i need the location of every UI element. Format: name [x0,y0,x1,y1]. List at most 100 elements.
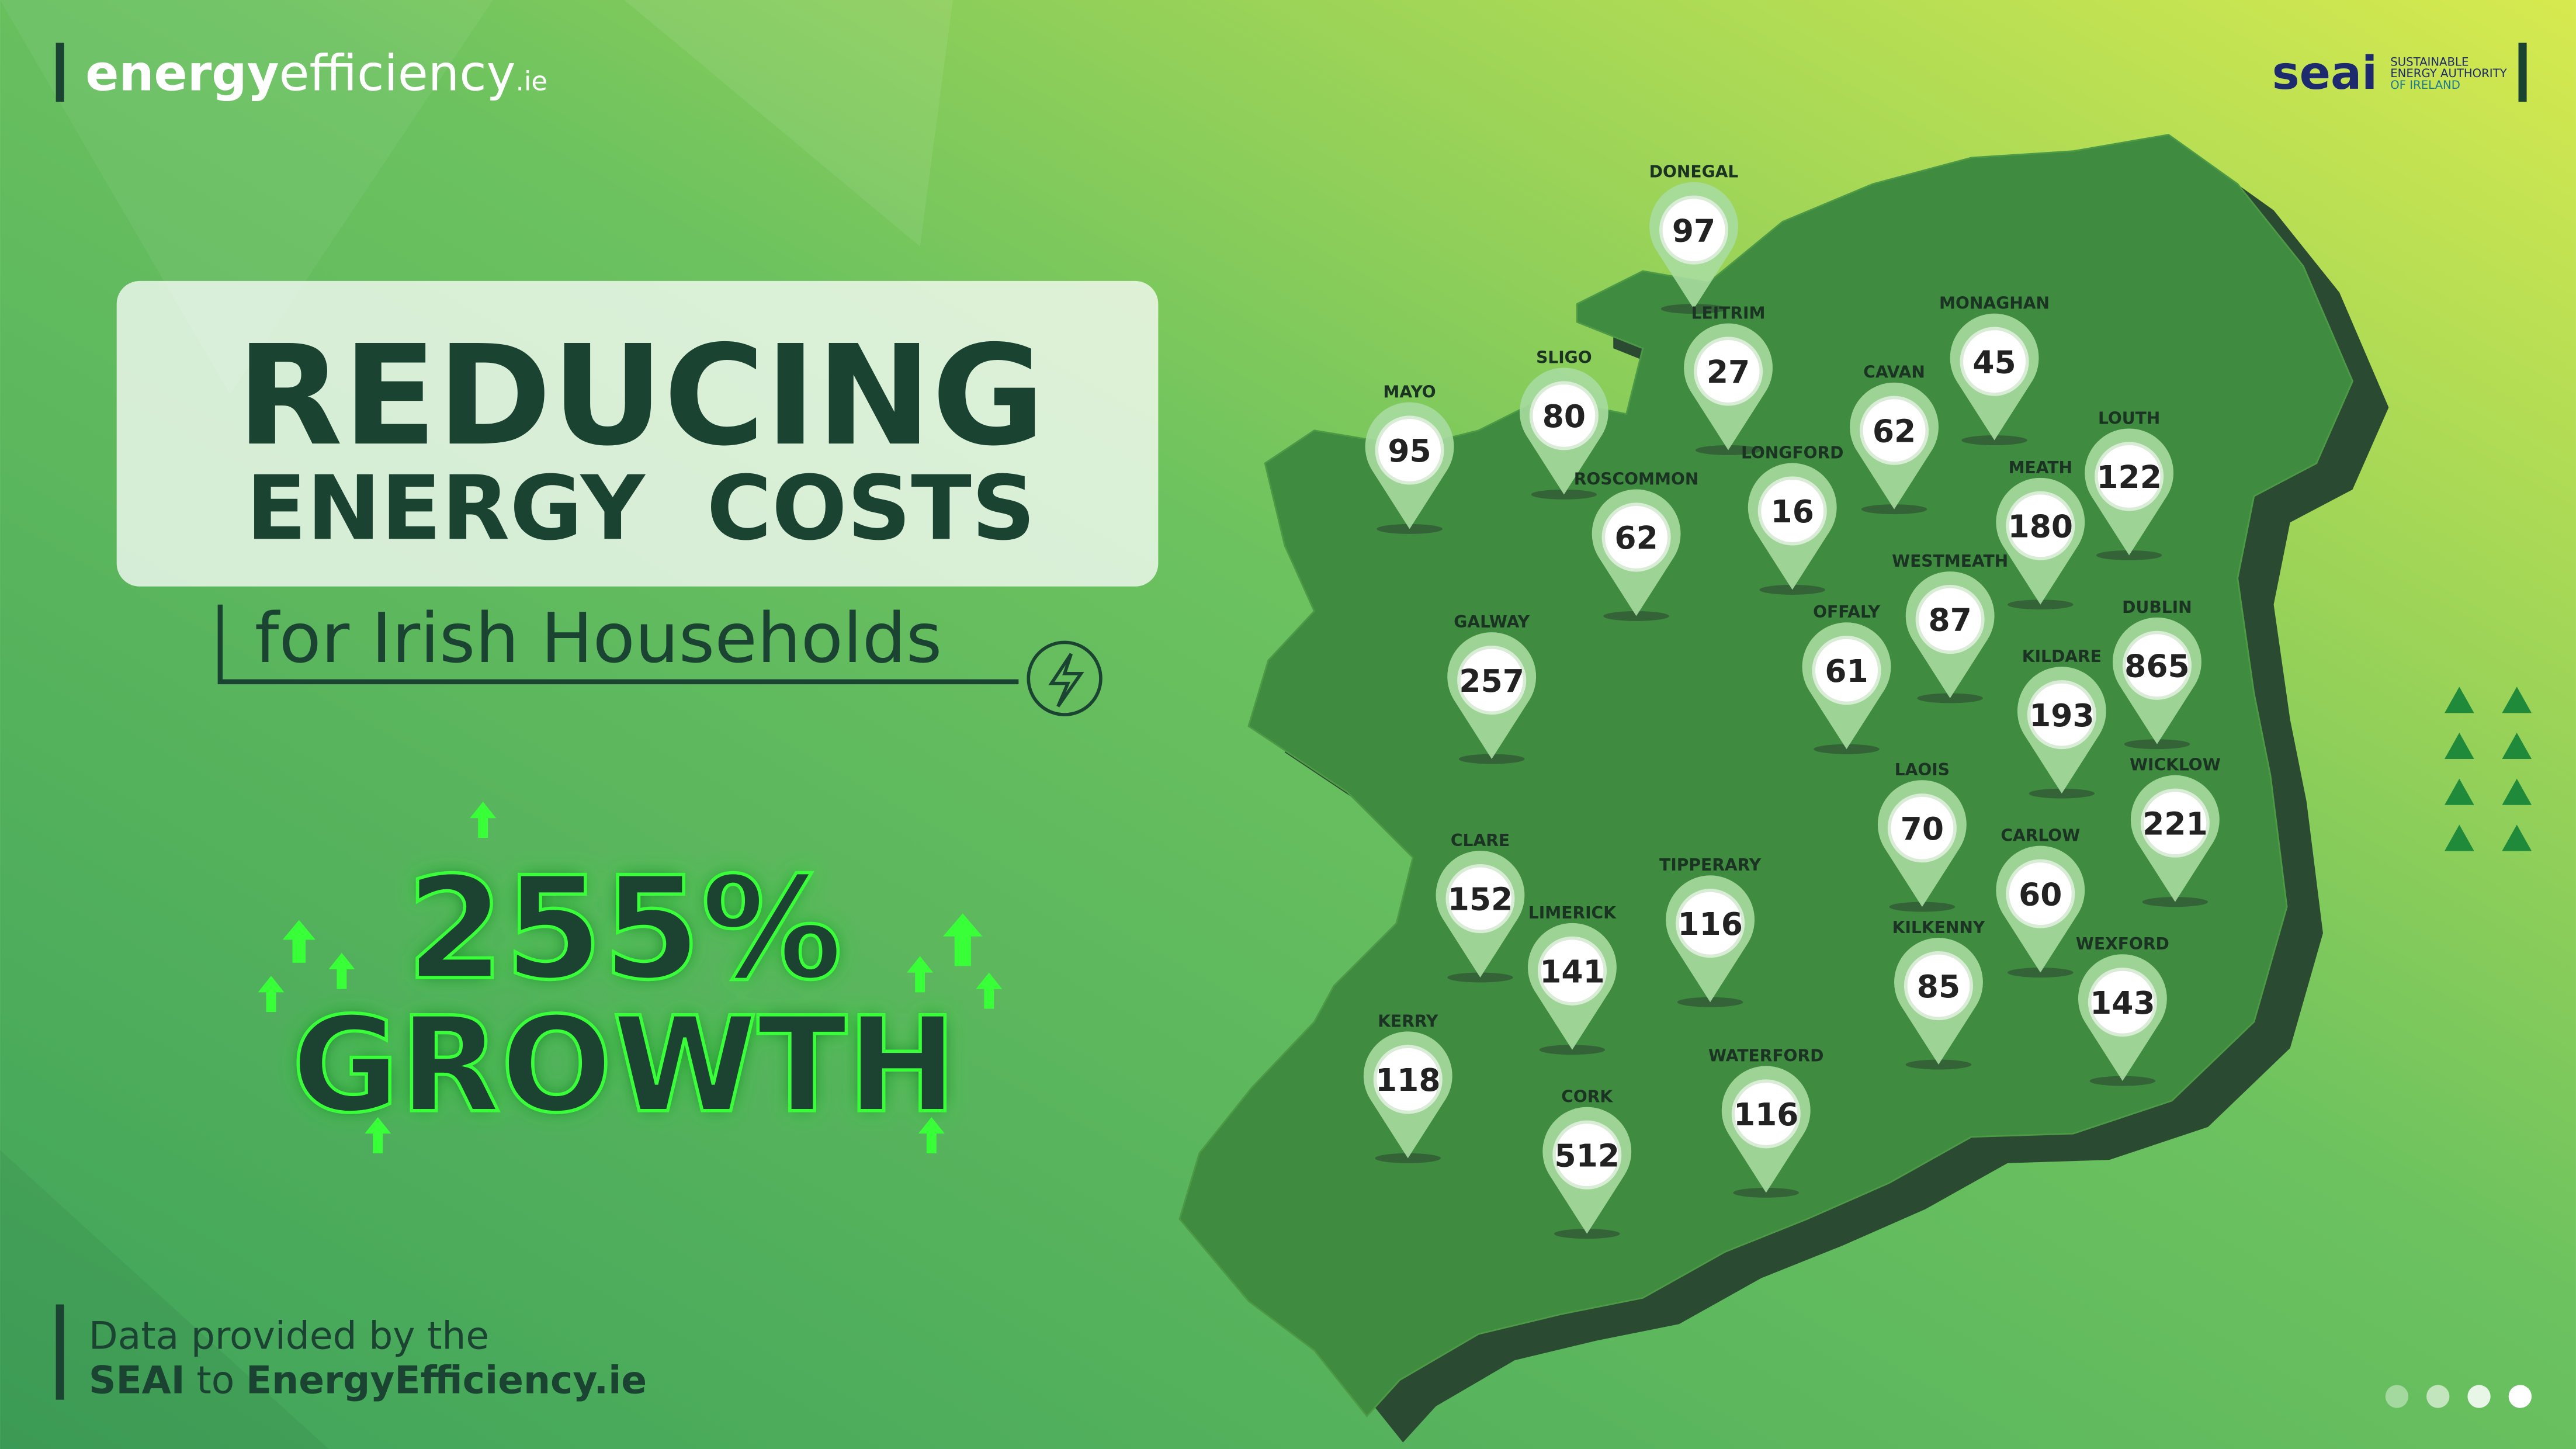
bar [2518,43,2527,102]
pins: 97 DONEGAL 95 MAYO 80 SLIGO 27 LEITRIM 62 CAVAN 45… [1363,162,2221,1239]
county-name: WICKLOW [2130,755,2221,775]
pin-face [1457,646,1527,715]
county-pin: 61 OFFALY [1802,602,1891,754]
pin-face [1445,864,1515,934]
county-pin: 60 CARLOW [1996,826,2085,978]
pin-face [1694,337,1763,406]
pin-face [1659,195,1729,265]
county-name: KERRY [1378,1011,1438,1031]
county-name: WEXFORD [2076,934,2169,954]
county-name: LAOIS [1895,760,1950,779]
pin-shadow [1447,972,1513,983]
county-name: CLARE [1451,831,1510,850]
pin-face [1529,381,1599,450]
pin-face [1960,327,2029,396]
county-name: LIMERICK [1528,903,1617,923]
bolt-icon [1027,640,1102,716]
county-value: 180 [2008,508,2073,545]
county-name: SLIGO [1536,348,1592,367]
map-ireland [1178,134,2354,1417]
county-value: 257 [1459,663,1524,699]
county-value: 80 [1542,398,1586,435]
pin-face [2006,491,2075,560]
pin-face [2006,859,2075,928]
pin-face [2027,680,2096,750]
footer-site: EnergyEfficiency.ie [246,1358,647,1402]
pin-face [1860,396,1929,465]
footer-connector: to [196,1358,234,1402]
growth-figure: 255% [406,847,843,1011]
county-name: DUBLIN [2122,598,2192,617]
county-value: 193 [2029,697,2094,734]
county-pin: 45 MONAGHAN [1939,294,2050,445]
county-name: OFFALY [1813,602,1880,622]
pin-face [1757,476,1827,546]
county-value: 95 [1388,432,1431,469]
partner-text: ENERGY AUTHORITY [2390,67,2507,80]
county-pin: 152 CLARE [1436,831,1525,983]
brand-suffix: .ie [516,66,547,97]
pin-shadow [1458,754,1525,764]
county-pin: 62 CAVAN [1850,363,1939,515]
county-pin: 193 KILDARE [2017,647,2106,799]
county-value: 152 [1448,881,1513,918]
bar [56,43,64,102]
pin-face [1373,1045,1443,1114]
county-value: 221 [2142,805,2207,842]
county-pin: 257 GALWAY [1447,612,1537,764]
county-value: 865 [2124,647,2189,684]
county-name: WESTMEATH [1892,552,2008,571]
pin-face [1601,502,1671,572]
title-box [116,280,1159,587]
county-value: 70 [1901,810,1944,847]
county-pin: 118 KERRY [1363,1011,1452,1163]
county-value: 116 [1677,906,1742,942]
county-value: 16 [1771,493,1814,530]
county-name: ROSCOMMON [1574,469,1699,488]
county-name: TIPPERARY [1659,855,1762,875]
partner-text: SUSTAINABLE [2390,55,2468,68]
pin-face [1537,936,1607,1006]
pin-face [1812,636,1881,705]
county-name: CORK [1561,1087,1613,1107]
subtitle-frame [217,604,1019,685]
pin-shadow [1603,611,1669,621]
county-name: WATERFORD [1708,1046,1823,1065]
page-dots [2385,1385,2532,1408]
county-value: 62 [1614,519,1658,556]
county-pin: 80 SLIGO [1519,348,1608,500]
county-pin: 95 MAYO [1365,382,1454,534]
county-value: 143 [2090,985,2155,1021]
footer-source: SEAI [89,1358,185,1402]
county-name: MONAGHAN [1939,294,2050,313]
county-name: MAYO [1383,382,1436,401]
pin-shadow [1531,489,1597,500]
decor [0,0,493,394]
brand-bold: energy [85,45,279,102]
county-pin: 16 LONGFORD [1741,443,1843,595]
county-pin: 27 LEITRIM [1684,303,1773,455]
pin-face [1915,584,1985,654]
decor [0,1150,329,1449]
county-value: 27 [1707,353,1750,390]
growth-label: GROWTH [292,989,957,1142]
county-pin: 97 DONEGAL [1649,162,1739,314]
county-pin: 512 CORK [1542,1087,1632,1239]
county-pin: 122 LOUTH [2085,408,2174,560]
county-name: KILDARE [2022,647,2102,666]
county-value: 141 [1540,953,1604,990]
county-value: 118 [1375,1062,1440,1098]
county-pin: 85 KILKENNY [1892,918,1985,1070]
decor [624,0,953,247]
county-pin: 221 WICKLOW [2130,755,2221,907]
brand-light: efficiency [279,45,516,102]
county-pin: 141 LIMERICK [1528,903,1617,1055]
pin-face [1676,889,1745,958]
county-value: 61 [1825,653,1868,689]
county-value: 97 [1672,212,1715,249]
county-name: DONEGAL [1649,162,1739,182]
county-pin: 865 DUBLIN [2113,598,2201,750]
county-name: CARLOW [2001,826,2080,845]
